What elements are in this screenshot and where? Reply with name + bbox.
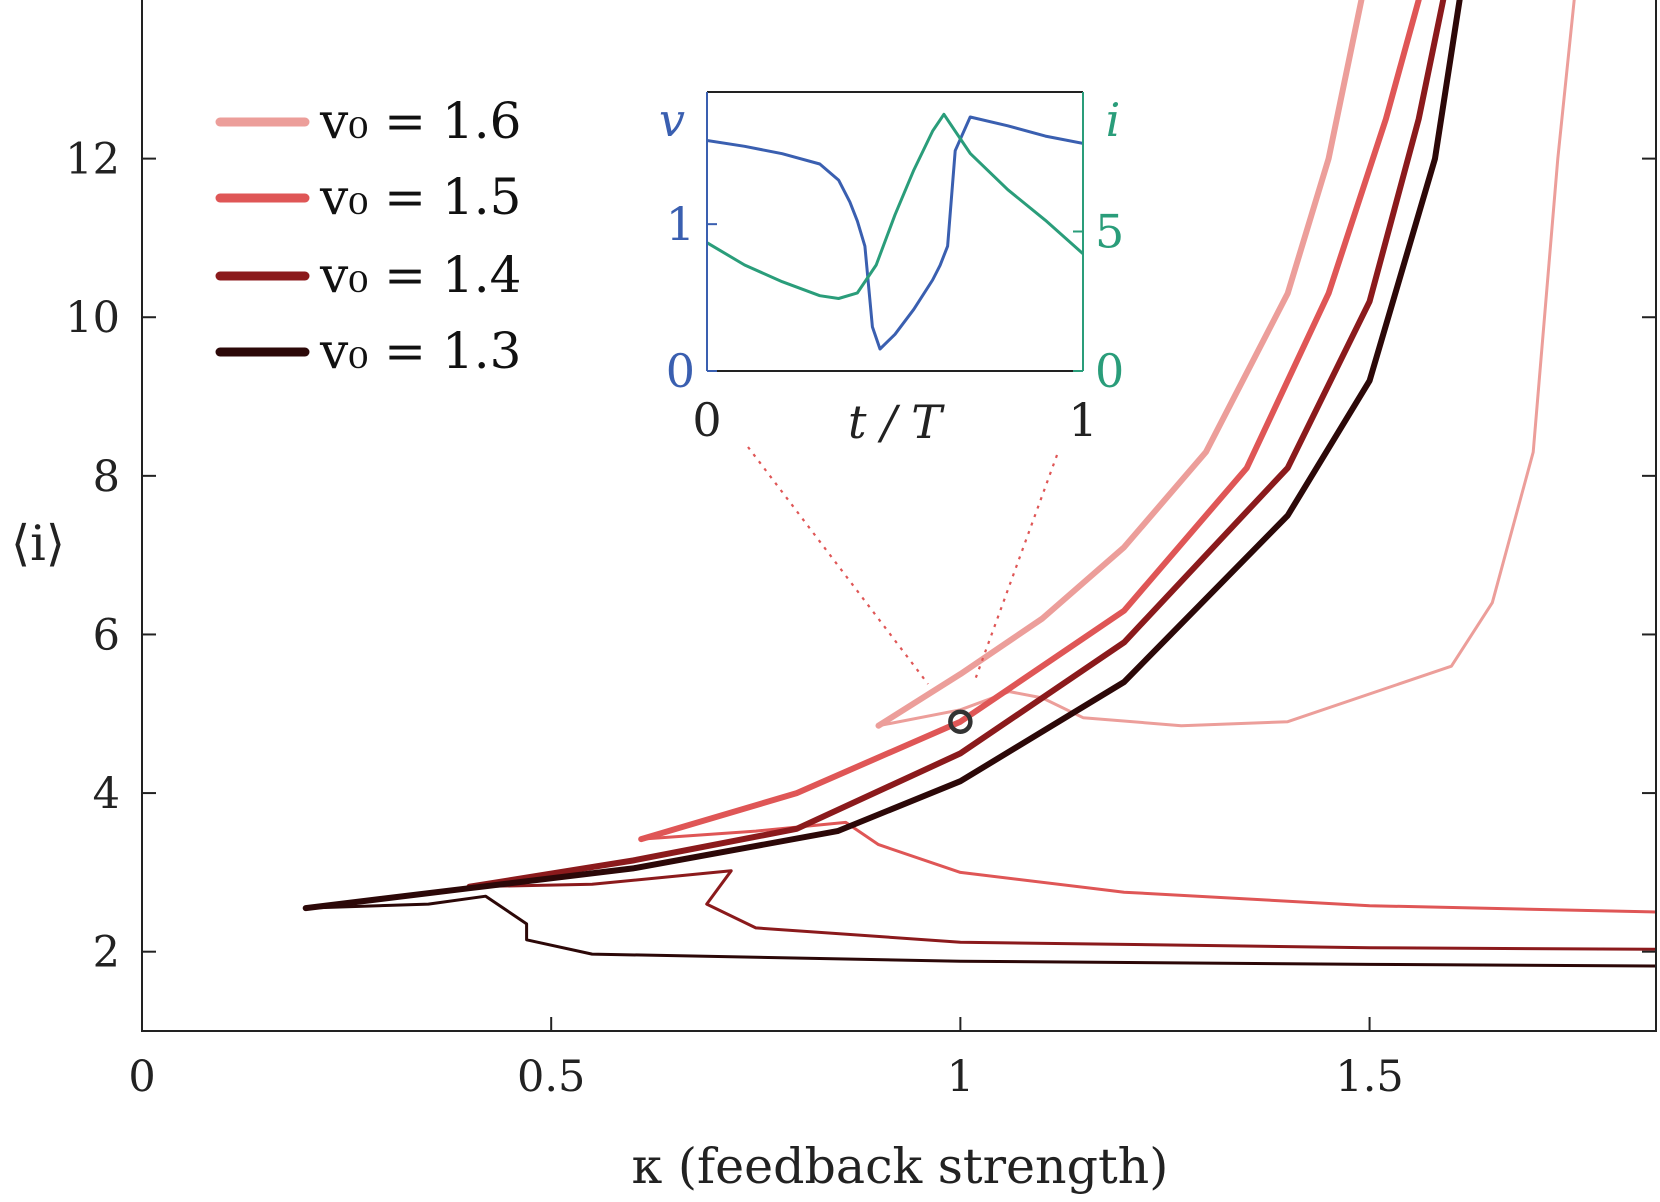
inset-connector-line [747, 446, 929, 685]
main-axes-box [141, 0, 1657, 1032]
inset-x-axis-title: t / T [848, 395, 945, 449]
x-tick-label: 0 [128, 1052, 155, 1102]
legend-label: v₀ = 1.6 [319, 92, 522, 150]
selected-point-marker [948, 709, 973, 734]
legend-label: v₀ = 1.3 [319, 322, 522, 380]
legend-entry: v₀ = 1.6 [215, 92, 522, 150]
y-tick-label: 12 [65, 135, 120, 185]
inset-left-tick-label: 1 [666, 197, 695, 251]
x-axis-title: κ (feedback strength) [632, 1138, 1169, 1195]
inset-series-group [707, 112, 1083, 351]
y-axis-title: ⟨i⟩ [11, 515, 65, 572]
inset-x-tick-label: 0 [692, 393, 721, 447]
series-upper-branch [302, 0, 1463, 912]
inset-connector-line [973, 454, 1059, 681]
legend: v₀ = 1.6 v₀ = 1.5 v₀ = 1.4 v₀ = 1.3 [215, 92, 522, 380]
inset-right-axis-title: i [1106, 93, 1121, 147]
series-upper-branch [638, 0, 1422, 843]
legend-label: v₀ = 1.4 [319, 246, 522, 304]
inset-right-tick-label: 5 [1095, 205, 1124, 259]
series-upper-branch [466, 0, 1447, 890]
y-tick-label: 8 [93, 452, 120, 502]
series-lower-branch [304, 894, 1656, 968]
inset-left-tick-label: 0 [666, 344, 695, 398]
inset-series-i [707, 112, 1083, 300]
legend-entry: v₀ = 1.4 [215, 246, 522, 304]
series-lower-branch [467, 869, 1656, 951]
y-tick-label: 10 [65, 293, 120, 343]
inset-connectors [747, 446, 1059, 685]
series-lower-branch [639, 820, 1656, 914]
y-tick-label: 4 [93, 769, 120, 819]
y-tick-label: 6 [93, 610, 120, 660]
main-series-group [302, 0, 1656, 968]
legend-label: v₀ = 1.5 [319, 168, 522, 226]
inset-right-tick-label: 0 [1095, 344, 1124, 398]
legend-entry: v₀ = 1.3 [215, 322, 522, 380]
inset-series-v [707, 115, 1083, 351]
series-upper-branch [875, 0, 1365, 729]
inset-left-axis-title: v [659, 93, 685, 147]
inset-background [707, 92, 1083, 371]
x-tick-label: 0.5 [517, 1052, 585, 1102]
inset-x-tick-label: 1 [1068, 393, 1097, 447]
legend-entry: v₀ = 1.5 [215, 168, 522, 226]
x-tick-label: 1 [947, 1052, 974, 1102]
x-tick-label: 1.5 [1335, 1052, 1403, 1102]
y-tick-label: 2 [93, 928, 120, 978]
